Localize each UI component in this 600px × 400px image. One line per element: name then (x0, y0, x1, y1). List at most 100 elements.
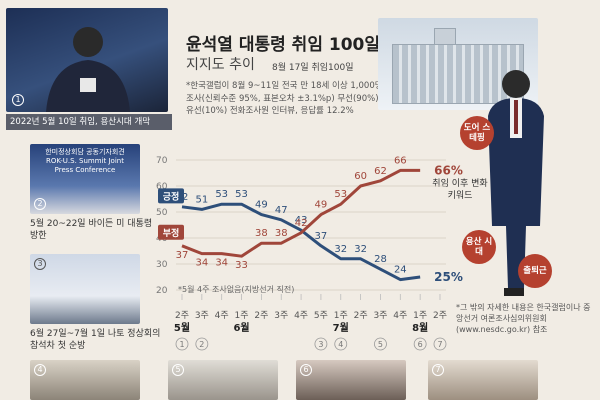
y-tick-label: 60 (156, 182, 168, 192)
keyword-doorstepping: 도어 스테핑 (460, 116, 494, 150)
data-label: 34 (215, 258, 228, 269)
event-marker-7: 7 (432, 364, 444, 376)
data-label: 24 (394, 265, 407, 276)
event-photo-7: 7 (428, 360, 538, 400)
x-tick-label: 1주 (235, 310, 249, 321)
event-marker-circle (433, 337, 447, 351)
x-tick-label: 3주 (195, 310, 209, 321)
event-marker-1: 1 (12, 94, 24, 106)
event-photo-4: 4 (30, 360, 140, 400)
x-tick-label: 2주 (433, 310, 447, 321)
event-marker-2: 2 (34, 198, 46, 210)
event-marker-5: 5 (172, 364, 184, 376)
keyword-yongsan: 용산 시대 (462, 230, 496, 264)
data-label: 53 (334, 189, 347, 200)
president-figure (478, 66, 550, 300)
event-marker-6: 6 (300, 364, 312, 376)
x-tick-label: 2주 (354, 310, 368, 321)
event-marker-label: 3 (318, 340, 323, 349)
inauguration-photo: 1 (6, 8, 168, 112)
page-subtitle: 지지도 추이 (186, 57, 255, 73)
y-tick-label: 30 (156, 260, 168, 270)
x-tick-label: 4주 (294, 310, 308, 321)
event-marker-circle (413, 337, 427, 351)
event-marker-3: 3 (34, 258, 46, 270)
data-label: 32 (354, 244, 367, 255)
data-label: 38 (275, 228, 288, 239)
source-note: *그 밖의 자세한 내용은 한국갤럽이나 중앙선거 여론조사심의위원회 (www… (456, 303, 591, 334)
month-label: 5월 (174, 322, 190, 334)
data-label: 62 (374, 166, 387, 177)
data-label: 33 (235, 260, 248, 271)
data-label: 37 (315, 231, 328, 242)
event-marker-label: 7 (437, 340, 442, 349)
event-marker-label: 1 (179, 340, 184, 349)
nato-photo: 3 (30, 254, 140, 324)
x-tick-label: 2주 (175, 310, 189, 321)
x-tick-label: 4주 (393, 310, 407, 321)
event-marker-circle (195, 337, 209, 351)
last-label-positive: 25% (434, 270, 463, 284)
data-label: 32 (334, 244, 347, 255)
y-tick-label: 50 (156, 208, 168, 218)
caption-2: 5월 20~22일 바이든 미 대통령 방한 (30, 219, 153, 241)
series-badge (158, 188, 184, 204)
x-tick-label: 1주 (334, 310, 348, 321)
data-label: 66 (394, 155, 407, 166)
person-silhouette-icon (488, 70, 544, 296)
event-marker-circle (334, 337, 348, 351)
survey-note: *한국갤럽이 8월 9~11일 전국 만 18세 이상 1,000명 조사(신뢰… (186, 81, 383, 116)
y-tick-label: 70 (156, 156, 168, 166)
event-marker-circle (374, 337, 387, 351)
keyword-commute: 출퇴근 (518, 254, 552, 288)
event-marker-circle (314, 337, 328, 351)
event-marker-label: 5 (378, 340, 383, 349)
x-tick-label: 5주 (314, 310, 328, 321)
event-marker-label: 6 (418, 340, 423, 349)
data-label: 53 (235, 189, 248, 200)
data-label: 51 (195, 194, 208, 205)
series-line-positive (181, 202, 421, 282)
series-name-label: 긍정 (163, 190, 180, 202)
data-label: 60 (354, 171, 367, 182)
x-tick-label: 2주 (254, 310, 268, 321)
series-name-label: 부정 (163, 227, 180, 239)
data-label: 49 (255, 200, 268, 211)
series-badge (158, 224, 184, 240)
data-label: 43 (295, 215, 308, 226)
last-label-negative: 66% (434, 163, 463, 177)
data-label: 47 (275, 205, 288, 216)
x-tick-label: 1주 (413, 310, 427, 321)
month-label: 6월 (233, 322, 249, 334)
event-marker-4: 4 (34, 364, 46, 376)
data-label: 53 (215, 189, 228, 200)
x-tick-label: 4주 (215, 310, 229, 321)
data-label: 34 (195, 258, 208, 269)
month-label: 8월 (412, 322, 428, 334)
y-tick-label: 20 (156, 286, 168, 296)
anniversary-date: 8월 17일 취임100일 (272, 63, 354, 73)
x-tick-label: 3주 (373, 310, 387, 321)
series-line-negative (181, 168, 421, 258)
page-title: 윤석열 대통령 취임 100일 (186, 35, 381, 55)
data-label: 37 (176, 250, 189, 261)
summit-banner: 한미정상회담 공동기자회견 ROK-U.S. Summit Joint Pres… (45, 148, 125, 174)
data-label: 42 (295, 218, 308, 229)
timeline-photos: 1 2022년 5월 10일 취임, 용산시대 개막 한미정상회담 공동기자회견… (0, 0, 172, 400)
event-marker-label: 4 (338, 340, 343, 349)
data-label: 38 (255, 228, 268, 239)
missing-survey-note: *5월 4주 조사없음(지방선거 직전) (178, 284, 294, 294)
event-marker-circle (175, 337, 189, 351)
caption-1: 2022년 5월 10일 취임, 용산시대 개막 (6, 114, 172, 130)
month-label: 7월 (333, 322, 349, 334)
keywords-label: 취임 이후 변화 키워드 (432, 179, 488, 201)
x-tick-label: 3주 (274, 310, 288, 321)
summit-photo: 한미정상회담 공동기자회견 ROK-U.S. Summit Joint Pres… (30, 144, 140, 214)
event-photo-5: 5 (168, 360, 278, 400)
data-label: 49 (315, 200, 328, 211)
event-photo-6: 6 (296, 360, 406, 400)
speaker-silhouette-icon (46, 27, 130, 112)
event-marker-label: 2 (199, 340, 204, 349)
caption-3: 6월 27일~7월 1일 나토 정상회의 참석차 첫 순방 (30, 329, 161, 351)
